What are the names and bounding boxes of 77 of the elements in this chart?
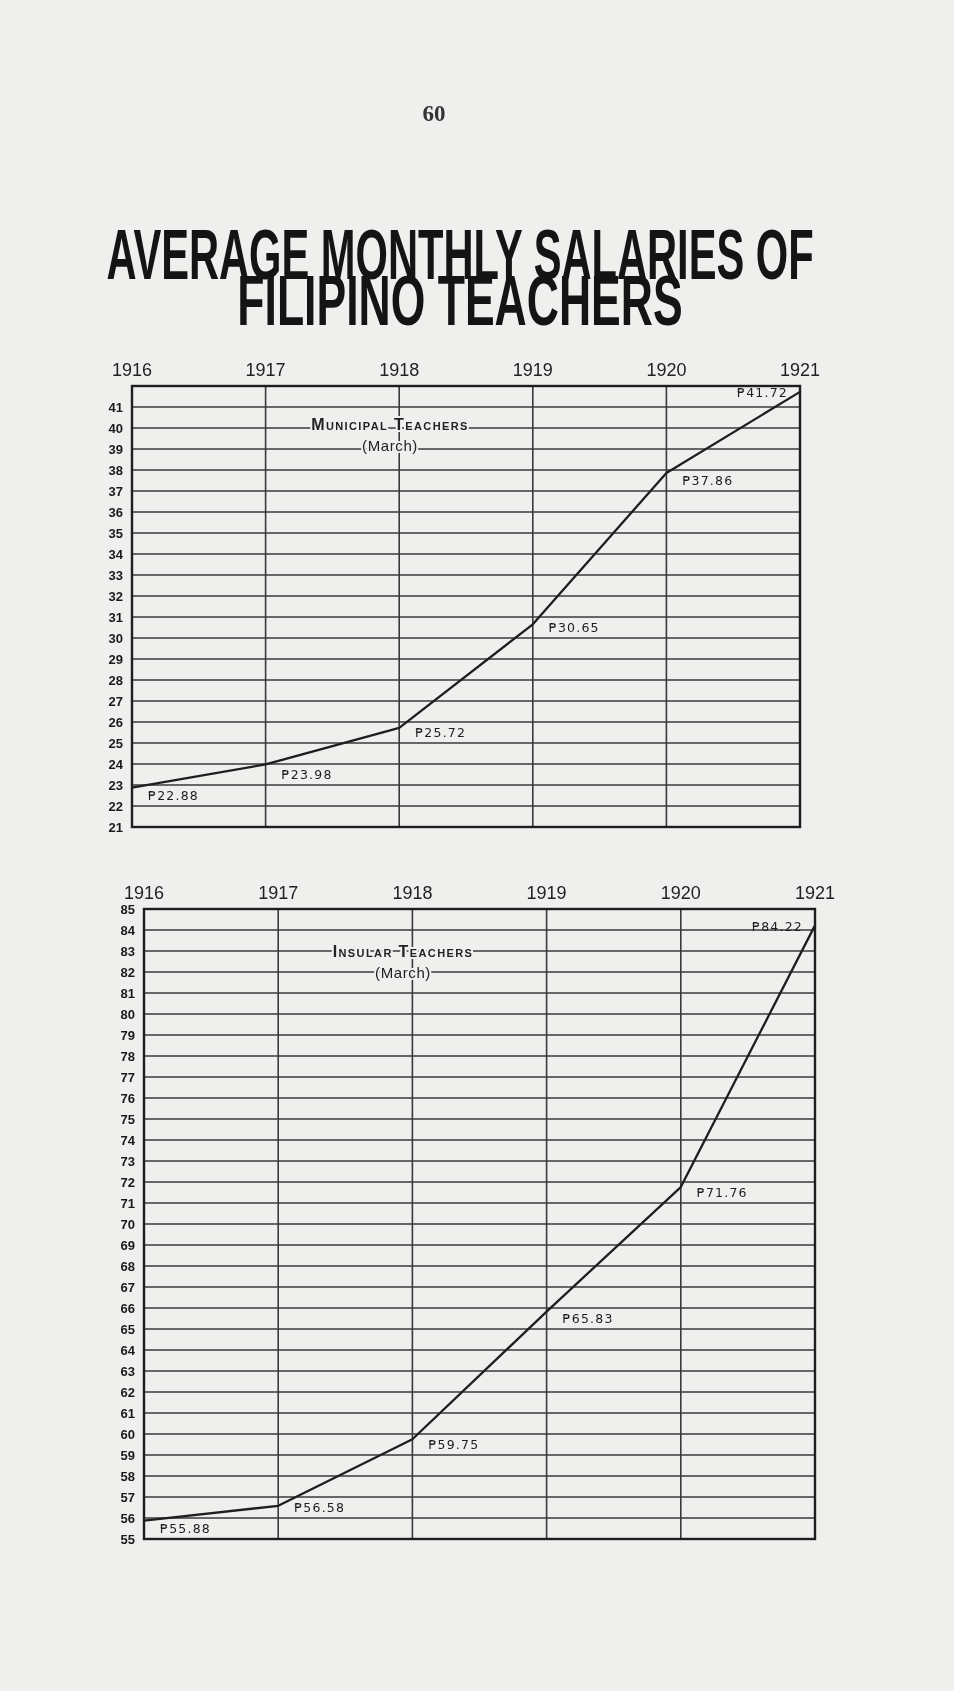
y-tick-label: 84 <box>120 922 136 938</box>
x-tick-label: 1916 <box>123 883 165 903</box>
y-tick-label: 29 <box>108 651 123 667</box>
x-tick-label: 1921 <box>779 360 821 380</box>
y-tick-label: 66 <box>120 1300 135 1316</box>
data-label: ₱41.72 <box>737 385 788 401</box>
y-tick-label: 80 <box>120 1006 135 1022</box>
x-tick-label: 1916 <box>111 360 153 380</box>
data-label: ₱23.98 <box>281 767 333 782</box>
y-tick-label: 28 <box>108 672 123 688</box>
y-tick-label: 59 <box>120 1447 135 1463</box>
y-tick-label: 22 <box>108 798 123 814</box>
y-tick-label: 55 <box>120 1531 135 1547</box>
y-tick-label: 60 <box>120 1426 135 1442</box>
y-tick-label: 68 <box>120 1258 135 1274</box>
y-tick-label: 82 <box>120 964 135 980</box>
x-tick-label: 1917 <box>245 360 286 380</box>
y-tick-label: 26 <box>108 714 123 730</box>
y-tick-label: 33 <box>108 567 123 583</box>
y-tick-label: 38 <box>108 462 123 478</box>
y-tick-label: 21 <box>108 819 123 835</box>
y-tick-label: 77 <box>120 1069 135 1085</box>
y-tick-label: 37 <box>108 483 123 499</box>
y-tick-label: 81 <box>120 985 135 1001</box>
text: 60 <box>422 101 446 126</box>
y-tick-label: 78 <box>120 1048 135 1064</box>
data-label: ₱59.75 <box>428 1437 480 1452</box>
y-tick-label: 40 <box>108 420 123 436</box>
chart-title: AVERAGE MONTHLY SALARIES OF FILIPINO TEACHERS <box>106 215 814 340</box>
data-label: ₱22.88 <box>148 788 199 803</box>
y-tick-label: 65 <box>120 1321 135 1337</box>
y-tick-label: 73 <box>120 1153 135 1169</box>
y-tick-label: 30 <box>108 630 123 646</box>
y-tick-label: 39 <box>108 441 123 457</box>
y-tick-label: 25 <box>108 735 123 751</box>
y-tick-label: 34 <box>108 546 124 562</box>
y-tick-label: 64 <box>120 1342 136 1358</box>
data-label: ₱37.86 <box>682 473 734 488</box>
y-tick-label: 71 <box>120 1195 135 1211</box>
x-tick-label: 1918 <box>392 883 433 903</box>
y-tick-label: 83 <box>120 943 135 959</box>
data-label: ₱71.76 <box>696 1185 748 1200</box>
data-label: ₱55.88 <box>160 1521 211 1536</box>
x-tick-label: 1919 <box>512 360 553 380</box>
data-label: ₱25.72 <box>415 725 467 740</box>
x-tick-label: 1920 <box>660 883 701 903</box>
y-tick-label: 76 <box>120 1090 135 1106</box>
y-tick-label: 70 <box>120 1216 135 1232</box>
data-label: ₱30.65 <box>548 620 600 635</box>
x-tick-label: 1918 <box>379 360 420 380</box>
x-tick-label: 1919 <box>526 883 567 903</box>
data-label: ₱65.83 <box>562 1311 614 1326</box>
x-tick-label: 1921 <box>794 883 836 903</box>
y-tick-label: 74 <box>120 1132 136 1148</box>
y-tick-label: 27 <box>108 693 123 709</box>
y-tick-label: 32 <box>108 588 123 604</box>
y-tick-label: 35 <box>108 525 123 541</box>
y-tick-label: 57 <box>120 1489 135 1505</box>
y-tick-label: 75 <box>120 1111 135 1127</box>
y-tick-label: 72 <box>120 1174 135 1190</box>
x-tick-label: 1917 <box>258 883 299 903</box>
y-tick-label: 67 <box>120 1279 135 1295</box>
y-tick-label: 24 <box>108 756 124 772</box>
y-tick-label: 61 <box>120 1405 135 1421</box>
y-tick-label: 62 <box>120 1384 135 1400</box>
y-tick-label: 56 <box>120 1510 135 1526</box>
y-tick-label: 23 <box>108 777 123 793</box>
y-tick-label: 31 <box>108 609 123 625</box>
y-tick-label: 41 <box>108 399 123 415</box>
data-label: ₱56.58 <box>294 1500 346 1515</box>
y-tick-label: 85 <box>120 901 135 917</box>
y-tick-label: 69 <box>120 1237 135 1253</box>
y-tick-label: 63 <box>120 1363 135 1379</box>
y-tick-label: 36 <box>108 504 123 520</box>
y-tick-label: 58 <box>120 1468 135 1484</box>
y-tick-label: 79 <box>120 1027 135 1043</box>
x-tick-label: 1920 <box>646 360 687 380</box>
